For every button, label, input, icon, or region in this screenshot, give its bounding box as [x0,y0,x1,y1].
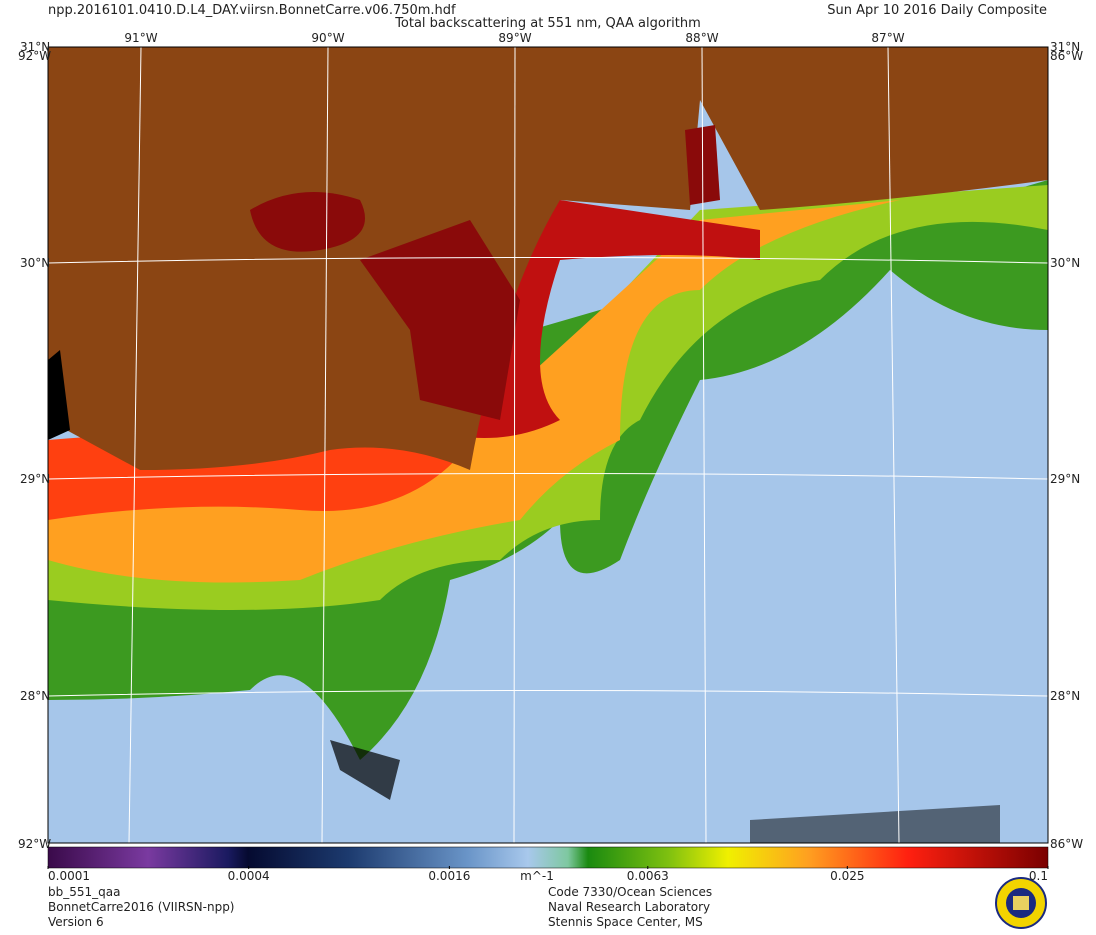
lon-label: 87°W [871,31,904,45]
grid-line [513,47,516,843]
footer-left: bb_551_qaa [48,885,120,899]
logo-shield [1013,896,1029,910]
footer-center: Stennis Space Center, MS [548,915,703,929]
grid-line [48,473,1048,480]
grid-line [887,47,900,843]
grid-line [48,690,1048,697]
footer-left: Version 6 [48,915,104,929]
delta-waters [360,220,520,420]
colorbar-tick-label: 0.0001 [48,869,90,883]
no-data [330,740,400,800]
date: Sun Apr 10 2016 Daily Composite [827,3,1047,18]
corner-label: 92°W [18,837,51,851]
lon-label: 89°W [498,31,531,45]
map-frame [47,46,1049,844]
lon-label: 88°W [685,31,718,45]
lon-label: 90°W [311,31,344,45]
lon-label: 91°W [124,31,157,45]
grid-line [48,257,1048,264]
colorbar-unit: m^-1 [520,869,554,883]
colorbar-tick-label: 0.025 [830,869,864,883]
lat-label: 29°N [20,472,50,486]
lat-label: 31°N [20,40,50,54]
lake-pontchartrain [250,192,365,252]
map [48,47,1048,843]
filename: npp.2016101.0410.D.L4_DAY.viirsn.BonnetC… [48,3,456,18]
corner-label: 86°W [1050,837,1083,851]
lat-label: 28°N [20,689,50,703]
corner-label: 86°W [1050,49,1083,63]
no-data [750,805,1000,843]
grid-line [128,47,142,843]
lat-label: 29°N [1050,472,1080,486]
grid-line [701,47,707,843]
footer-left: BonnetCarre2016 (VIIRSN-npp) [48,900,235,914]
colorbar-tick-label: 0.1 [1029,869,1048,883]
colorbar-tick-label: 0.0063 [627,869,669,883]
graticule [48,47,1048,843]
footer-center: Naval Research Laboratory [548,900,710,914]
lat-label: 31°N [1050,40,1080,54]
grid-line [321,47,329,843]
lat-label: 30°N [20,256,50,270]
map-labels: 31°N 30°N 29°N 28°N 31°N 30°N 29°N 28°N … [18,31,1083,851]
colorbar [47,846,1049,869]
corner-label: 92°W [18,49,51,63]
no-data [48,350,70,440]
footer-center: Code 7330/Ocean Sciences [548,885,712,899]
nrl-logo [995,877,1047,929]
title: Total backscattering at 551 nm, QAA algo… [394,16,701,31]
land [48,47,1048,470]
colorbar-tick-label: 0.0004 [228,869,270,883]
colorbar-tick-label: 0.0016 [428,869,470,883]
lat-label: 28°N [1050,689,1080,703]
lat-label: 30°N [1050,256,1080,270]
